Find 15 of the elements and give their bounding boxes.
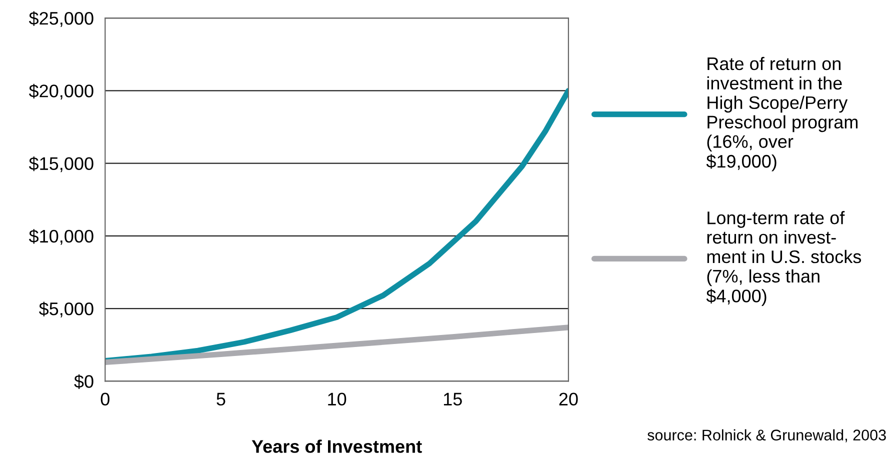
legend-label: Rate of return on investment in the High Scope/Perry Preschool program (16%, over $19,000) <box>706 56 858 172</box>
x-tick-label: 0 <box>100 392 110 406</box>
x-tick-label: 20 <box>559 392 578 406</box>
legend-label: Long-term rate of return on invest- ment in U.S. stocks (7%, less than $4,000) <box>706 211 862 306</box>
y-tick-label: $15,000 <box>28 156 94 172</box>
y-tick-label: $0 <box>74 374 94 389</box>
y-tick-label: $25,000 <box>28 11 94 27</box>
x-tick-label: 5 <box>216 392 226 406</box>
y-tick-label: $5,000 <box>39 302 94 318</box>
y-tick-label: $10,000 <box>28 229 94 245</box>
source-note: source: Rolnick & Grunewald, 2003 <box>648 429 886 442</box>
x-tick-label: 10 <box>328 392 346 406</box>
y-tick-label: $20,000 <box>28 84 94 100</box>
x-axis-title: Years of Investment <box>252 440 422 453</box>
x-tick-label: 15 <box>444 392 462 406</box>
